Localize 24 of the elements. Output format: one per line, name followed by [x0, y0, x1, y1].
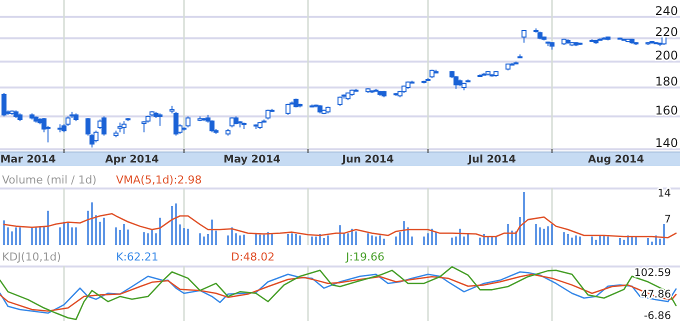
- y-tick-label: 240: [655, 4, 678, 18]
- chart-title: KDJ(10,1d): [2, 250, 61, 264]
- text: VMA(5,1d):2.98: [116, 174, 202, 186]
- series-label: J:19.66: [345, 250, 384, 264]
- chart-title: Volume (mil / 1d): [2, 174, 96, 186]
- y-tick-label: 220: [655, 25, 678, 40]
- x-tick-label: May 2014: [224, 154, 280, 166]
- y-tick-label: -6.86: [644, 310, 672, 321]
- x-tick-label: Aug 2014: [588, 154, 644, 166]
- line-series: [0, 266, 677, 320]
- line-series: [3, 213, 677, 238]
- y-tick-label: 200: [655, 48, 678, 63]
- x-tick-label: Mar 2014: [0, 154, 56, 166]
- y-tick-label: 180: [655, 74, 678, 88]
- x-tick-label: Apr 2014: [105, 154, 159, 166]
- series-label: D:48.02: [231, 250, 275, 264]
- x-tick-label: Jul 2014: [467, 154, 516, 166]
- x-tick-label: Jun 2014: [341, 154, 394, 166]
- y-tick-label: 140: [655, 136, 678, 150]
- y-tick-label: 14: [658, 188, 672, 200]
- y-tick-label: 160: [655, 103, 678, 118]
- series-label: K:62.21: [116, 250, 158, 264]
- y-tick-label: 102.59: [634, 266, 671, 279]
- y-tick-label: 7: [664, 213, 671, 226]
